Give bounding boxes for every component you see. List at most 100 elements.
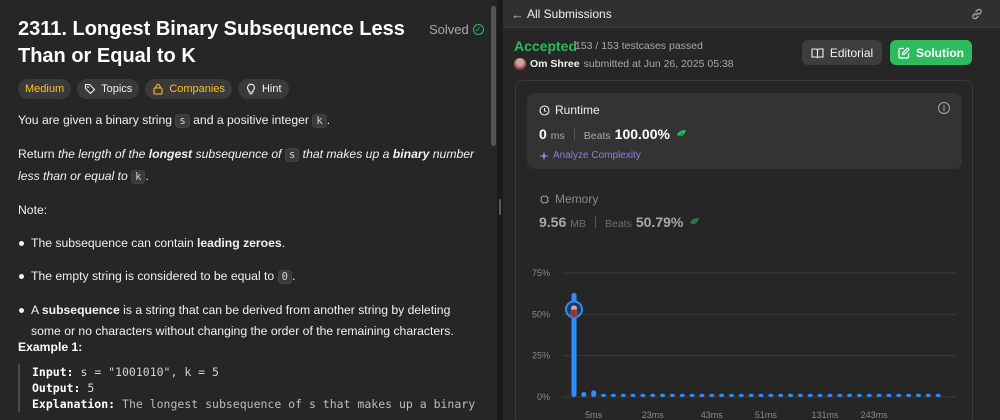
example-explanation-label: Explanation:	[32, 397, 116, 411]
chart-bar	[837, 393, 843, 397]
companies-tag[interactable]: Companies	[145, 79, 232, 99]
note-label: Note:	[18, 203, 48, 217]
edit-icon	[898, 46, 910, 59]
distribution-chart[interactable]: 75% 50% 25% 0% 5ms 23ms 43ms 51ms 131ms 243ms	[516, 263, 974, 420]
desc-text: longest	[148, 147, 193, 161]
leaf-icon	[676, 130, 686, 138]
separator	[573, 128, 575, 140]
runtime-header: Runtime	[539, 103, 600, 117]
chart-bar	[807, 393, 813, 397]
check-circle-icon: ✓	[472, 24, 484, 35]
x-tick-label: 43ms	[701, 410, 724, 420]
back-arrow-icon[interactable]: ←	[511, 7, 524, 22]
topics-tag[interactable]: Topics	[77, 79, 140, 99]
chart-bar	[709, 393, 715, 397]
chart-bar	[689, 393, 695, 397]
analyze-label: Analyze Complexity	[553, 150, 641, 161]
runtime-box[interactable]: Runtime i 0 ms Beats 100.00% Analyze Com…	[527, 93, 962, 169]
note-list: The subsequence can contain leading zero…	[18, 233, 478, 342]
chart-bar	[896, 393, 902, 397]
chart-bar	[817, 393, 823, 397]
example-title: Example 1:	[18, 340, 83, 354]
chart-bar	[630, 393, 636, 397]
x-tick-label: 243ms	[861, 410, 889, 420]
chart-bar	[571, 292, 577, 397]
problem-description: You are given a binary string s and a po…	[18, 110, 478, 354]
hint-tag[interactable]: Hint	[237, 79, 289, 99]
chart-bar	[827, 393, 833, 397]
desc-text: You are given a binary string	[18, 113, 176, 127]
x-tick-label: 5ms	[585, 410, 603, 420]
difficulty-badge[interactable]: Medium	[18, 79, 72, 99]
desc-text: Return	[18, 147, 58, 161]
solution-button[interactable]: Solution	[890, 40, 972, 65]
sparkle-icon	[539, 150, 549, 161]
desc-text: is a string that can be derived from ano…	[31, 303, 454, 338]
chart-bar	[640, 393, 646, 397]
desc-text: binary	[392, 147, 430, 161]
submitted-time: submitted at Jun 26, 2025 05:38	[583, 58, 734, 70]
chart-bar	[660, 393, 666, 397]
chart-bar	[719, 393, 725, 397]
example-output-label: Output:	[32, 381, 81, 395]
y-tick-label: 25%	[532, 351, 550, 361]
memory-header[interactable]: Memory	[539, 192, 598, 206]
chart-bar	[856, 393, 862, 397]
example-input-label: Input:	[32, 365, 74, 379]
submission-header: ← All Submissions	[503, 0, 1000, 28]
leaf-icon	[690, 218, 700, 225]
submission-panel: ← All Submissions Accepted 153 / 153 tes…	[503, 0, 1000, 420]
status-accepted: Accepted	[514, 38, 578, 54]
desc-text: the length of the	[57, 147, 149, 161]
example-input: Input: s = "1001010", k = 5	[32, 364, 478, 380]
solved-status: Solved ✓	[429, 22, 484, 37]
editorial-button[interactable]: Editorial	[802, 40, 882, 65]
all-submissions-link[interactable]: All Submissions	[527, 7, 612, 21]
memory-values: 9.56 MB Beats 50.79%	[539, 214, 701, 230]
editorial-label: Editorial	[829, 45, 874, 60]
chart-bar	[847, 393, 853, 397]
chart-bar	[935, 393, 941, 397]
chart-bar	[699, 393, 705, 397]
topics-label: Topics	[101, 83, 133, 95]
desc-text: subsequence of	[192, 147, 285, 161]
info-icon[interactable]: i	[938, 102, 950, 114]
runtime-beats-label: Beats	[583, 130, 611, 142]
desc-text: .	[326, 113, 331, 127]
avatar[interactable]	[514, 58, 526, 70]
scrollbar-thumb[interactable]	[491, 6, 496, 146]
chart-bar	[886, 393, 892, 397]
example-output: Output: 5	[32, 380, 478, 396]
chart-bar	[591, 390, 597, 397]
solution-label: Solution	[916, 45, 964, 60]
memory-unit: MB	[570, 218, 586, 230]
chart-bar	[620, 393, 626, 397]
chart-bar	[738, 393, 744, 397]
runtime-title: Runtime	[555, 103, 600, 117]
scrollbar[interactable]	[488, 0, 497, 420]
problem-title: 2311. Longest Binary Subsequence Less Th…	[18, 18, 405, 67]
memory-value: 9.56	[539, 214, 567, 230]
desc-text: number less than or equal to	[18, 147, 475, 183]
chart-bar	[601, 393, 607, 397]
highlight-avatar-body	[570, 309, 578, 318]
desc-text: The empty string is considered to be equ…	[31, 269, 278, 283]
link-icon[interactable]	[970, 7, 984, 21]
chart-bar	[748, 393, 754, 397]
desc-text: A	[31, 303, 42, 317]
lock-icon	[153, 83, 163, 95]
desc-text: .	[145, 169, 149, 183]
drag-handle-icon[interactable]	[499, 199, 501, 215]
desc-paragraph-1: You are given a binary string s and a po…	[18, 110, 478, 132]
code-k: k	[131, 170, 146, 184]
list-item: The subsequence can contain leading zero…	[18, 233, 478, 254]
analyze-complexity-link[interactable]: Analyze Complexity	[539, 150, 641, 161]
code-k: k	[312, 114, 327, 128]
chart-bar	[768, 393, 774, 397]
chart-bar	[866, 393, 872, 397]
chart-bar	[778, 393, 784, 397]
chart-bar	[876, 393, 882, 397]
list-item: A subsequence is a string that can be de…	[18, 300, 478, 342]
author-name[interactable]: Om Shree	[530, 58, 580, 70]
tag-row: Medium Topics Companies Hint	[18, 79, 289, 99]
